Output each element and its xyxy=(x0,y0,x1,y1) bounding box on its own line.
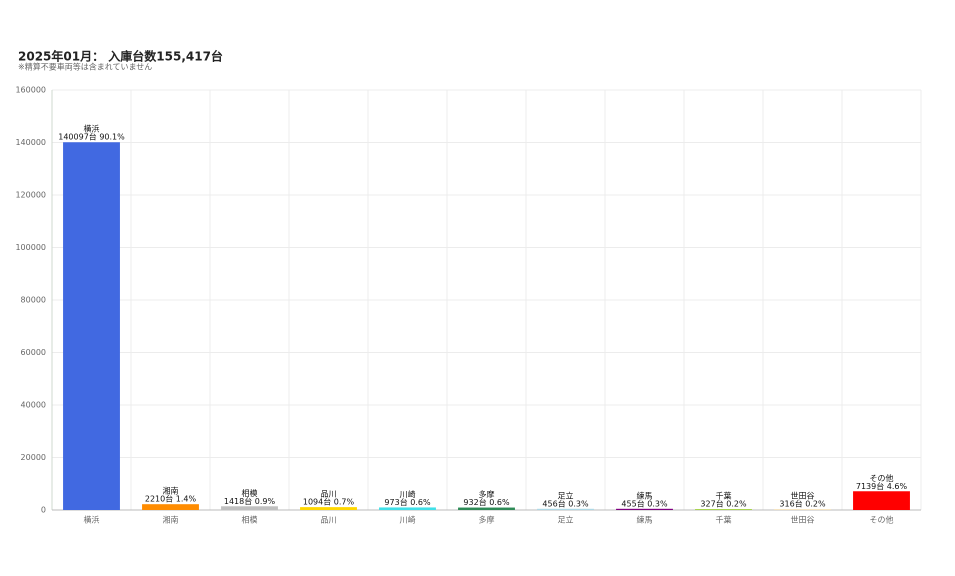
bar xyxy=(616,508,673,510)
y-tick-label: 20000 xyxy=(21,453,46,462)
x-tick-label: 湘南 xyxy=(163,515,179,525)
bar xyxy=(458,507,515,510)
data-label: 2210台 1.4% xyxy=(145,494,197,504)
y-tick-label: 140000 xyxy=(15,138,46,147)
x-tick-label: 相模 xyxy=(242,515,258,525)
data-label: 1094台 0.7% xyxy=(303,497,355,507)
y-tick-label: 40000 xyxy=(21,401,46,410)
x-tick-label: 足立 xyxy=(558,515,574,525)
bar xyxy=(537,508,594,510)
bar xyxy=(221,506,278,510)
data-label: 973台 0.6% xyxy=(384,497,431,507)
data-label-name: 千葉 xyxy=(716,491,732,501)
bar xyxy=(379,507,436,510)
data-label: 456台 0.3% xyxy=(542,498,589,508)
bar xyxy=(142,504,199,510)
x-tick-label: 横浜 xyxy=(84,515,100,525)
y-tick-label: 60000 xyxy=(21,348,46,357)
data-label-name: 世田谷 xyxy=(791,491,815,501)
x-tick-label: 千葉 xyxy=(716,515,732,525)
data-label: 140097台 90.1% xyxy=(58,132,125,142)
chart-subtitle: ※精算不要車両等は含まれていません xyxy=(18,62,152,72)
data-label: 455台 0.3% xyxy=(621,498,668,508)
x-tick-label: 練馬 xyxy=(637,515,653,525)
data-label-name: 多摩 xyxy=(479,489,495,499)
y-tick-label: 80000 xyxy=(21,296,46,305)
data-label: 932台 0.6% xyxy=(463,497,510,507)
data-label: 316台 0.2% xyxy=(779,499,826,509)
bar xyxy=(63,142,120,511)
bar xyxy=(300,507,357,510)
bar xyxy=(853,491,910,510)
data-label-name: 足立 xyxy=(558,490,574,500)
data-label: 327台 0.2% xyxy=(700,499,747,509)
data-label: 7139台 4.6% xyxy=(856,481,908,491)
x-tick-label: 多摩 xyxy=(479,515,495,525)
x-tick-label: 品川 xyxy=(321,516,337,525)
x-tick-label: 世田谷 xyxy=(791,515,815,525)
y-tick-label: 0 xyxy=(41,506,46,515)
x-tick-label: 川崎 xyxy=(400,515,416,525)
data-label-name: 湘南 xyxy=(163,486,179,496)
data-label-name: 品川 xyxy=(321,490,337,499)
x-tick-label: その他 xyxy=(870,515,894,525)
data-label-name: 相模 xyxy=(242,488,258,498)
bar xyxy=(774,509,831,510)
data-label-name: 練馬 xyxy=(637,490,653,500)
y-tick-label: 160000 xyxy=(15,86,46,95)
data-label-name: その他 xyxy=(870,473,894,483)
bar xyxy=(695,509,752,510)
y-tick-label: 120000 xyxy=(15,191,46,200)
data-label-name: 横浜 xyxy=(84,124,100,134)
chart-title: 2025年01月： 入庫台数155,417台 xyxy=(18,49,223,64)
y-tick-label: 100000 xyxy=(15,243,46,252)
data-label: 1418台 0.9% xyxy=(224,496,276,506)
data-label-name: 川崎 xyxy=(400,489,416,499)
